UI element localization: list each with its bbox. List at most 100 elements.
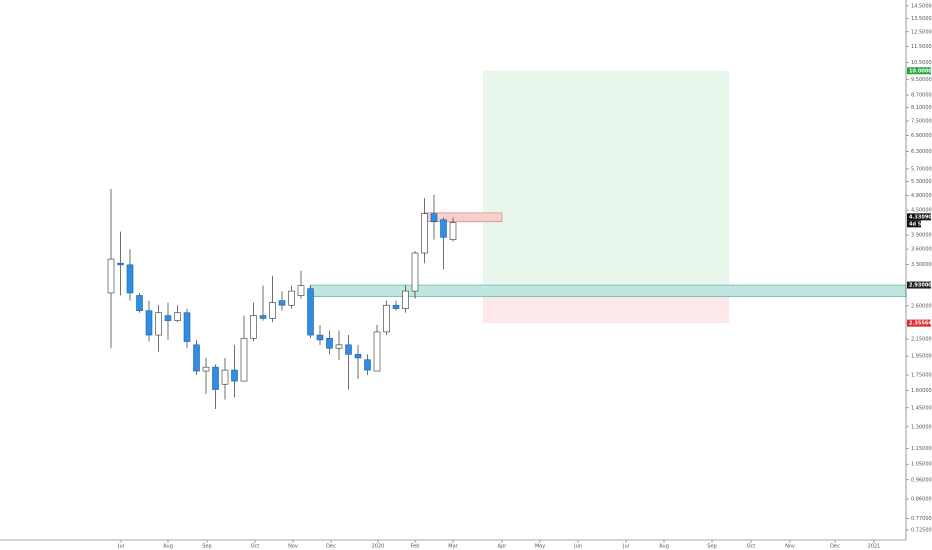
- y-tick-label: 7.50000: [911, 118, 932, 124]
- x-tick-label: Apr: [498, 544, 508, 550]
- y-tick-label: 5.70000: [911, 166, 932, 172]
- x-tick-label: Aug: [659, 544, 669, 550]
- candle-body: [145, 310, 153, 336]
- y-tick-label: 8.10000: [911, 105, 932, 111]
- candle-body: [117, 262, 124, 266]
- candle-body: [136, 295, 143, 311]
- price-label-box: [907, 67, 931, 75]
- y-tick-label: 14.50000: [911, 3, 932, 9]
- y-tick-label: 0.96000: [911, 477, 932, 483]
- y-tick-label: 3.60000: [911, 247, 932, 253]
- y-tick-label: 0.72500: [911, 528, 932, 534]
- x-tick-label: Jun: [573, 544, 582, 550]
- x-tick-label: Sep: [707, 544, 716, 550]
- candle-body: [345, 344, 352, 355]
- y-tick-label: 1.95000: [911, 354, 932, 360]
- candle-body: [307, 288, 314, 336]
- candle-body: [259, 315, 267, 319]
- candle-body: [221, 369, 229, 385]
- x-tick-label: Dec: [830, 544, 840, 550]
- candle-body: [288, 290, 295, 306]
- candle-body: [212, 366, 219, 390]
- candle-body: [202, 366, 210, 372]
- candle-body: [364, 359, 371, 371]
- price-label-box: [907, 213, 931, 221]
- countdown: 4d 5h: [909, 221, 925, 227]
- y-tick-label: 12.50000: [911, 29, 932, 35]
- x-tick-label: Oct: [251, 544, 260, 550]
- candle-body: [411, 252, 419, 292]
- x-tick-label: Aug: [163, 544, 173, 550]
- price-label: 4.33090: [909, 214, 932, 220]
- x-tick-label: Oct: [747, 544, 756, 550]
- y-tick-label: 11.50000: [911, 44, 932, 50]
- candle-body: [278, 300, 286, 306]
- candle-body: [231, 369, 238, 382]
- candle-body: [354, 354, 362, 359]
- price-label: 2.35564: [909, 321, 932, 327]
- y-tick-label: 4.50000: [911, 208, 932, 214]
- candle-body: [297, 285, 305, 296]
- zone-target: [483, 70, 729, 286]
- x-tick-label: Dec: [326, 544, 336, 550]
- candle-body: [126, 264, 134, 294]
- y-tick-label: 6.30000: [911, 149, 932, 155]
- candle-body: [430, 213, 438, 223]
- x-tick-label: Jul: [117, 544, 124, 550]
- candle-body: [269, 302, 276, 319]
- y-tick-label: 4.90000: [911, 193, 932, 199]
- y-tick-label: 1.30000: [911, 424, 932, 430]
- y-tick-label: 3.90000: [911, 233, 932, 239]
- candle-body: [107, 258, 115, 294]
- x-tick-label: Sep: [202, 544, 211, 550]
- candle-body: [421, 213, 428, 254]
- candle-body: [155, 312, 162, 336]
- candle-body: [164, 315, 172, 321]
- y-tick-label: 6.90000: [911, 133, 932, 139]
- y-tick-label: 9.50000: [911, 77, 932, 83]
- candle-body: [250, 315, 257, 339]
- y-tick-label: 1.05000: [911, 462, 932, 468]
- candle-body: [392, 304, 400, 309]
- candle-body: [335, 344, 343, 349]
- candle-body: [326, 337, 333, 349]
- y-tick-label: 1.60000: [911, 388, 932, 394]
- y-tick-label: 10.50000: [911, 60, 932, 66]
- candle-body: [240, 337, 248, 382]
- y-tick-label: 1.45000: [911, 405, 932, 411]
- candle-body: [174, 312, 181, 321]
- y-tick-label: 0.77000: [911, 516, 932, 522]
- candle-body: [316, 334, 324, 341]
- x-tick-label: 2021: [868, 544, 881, 550]
- price-label-box: [907, 281, 931, 289]
- y-tick-label: 1.75000: [911, 373, 932, 379]
- x-tick-label: Jul: [622, 544, 629, 550]
- candle-body: [193, 344, 200, 372]
- candle-body: [373, 331, 381, 372]
- x-tick-label: 2020: [372, 544, 385, 550]
- y-tick-label: 5.30000: [911, 179, 932, 185]
- candle-body: [440, 219, 447, 238]
- candle-body: [402, 290, 409, 309]
- zone-support: [309, 284, 907, 298]
- y-tick-label: 2.60000: [911, 303, 932, 309]
- x-tick-label: Nov: [288, 544, 298, 550]
- y-tick-label: 1.15000: [911, 446, 932, 452]
- price-label: 10.00000: [909, 68, 932, 74]
- price-label: 2.93000: [909, 283, 932, 289]
- y-tick-label: 8.70000: [911, 93, 932, 99]
- x-tick-label: Nov: [785, 544, 795, 550]
- candle-body: [183, 312, 191, 342]
- y-tick-label: 3.30000: [911, 262, 932, 268]
- y-tick-label: 13.50000: [911, 16, 932, 22]
- y-tick-label: 0.86000: [911, 497, 932, 503]
- y-tick-label: 2.15000: [911, 337, 932, 343]
- x-tick-label: May: [535, 544, 545, 550]
- x-tick-label: Mar: [448, 544, 458, 550]
- candle-body: [449, 222, 457, 240]
- countdown-box: [907, 220, 921, 228]
- x-tick-label: Feb: [411, 544, 420, 550]
- price-label-box: [907, 319, 931, 327]
